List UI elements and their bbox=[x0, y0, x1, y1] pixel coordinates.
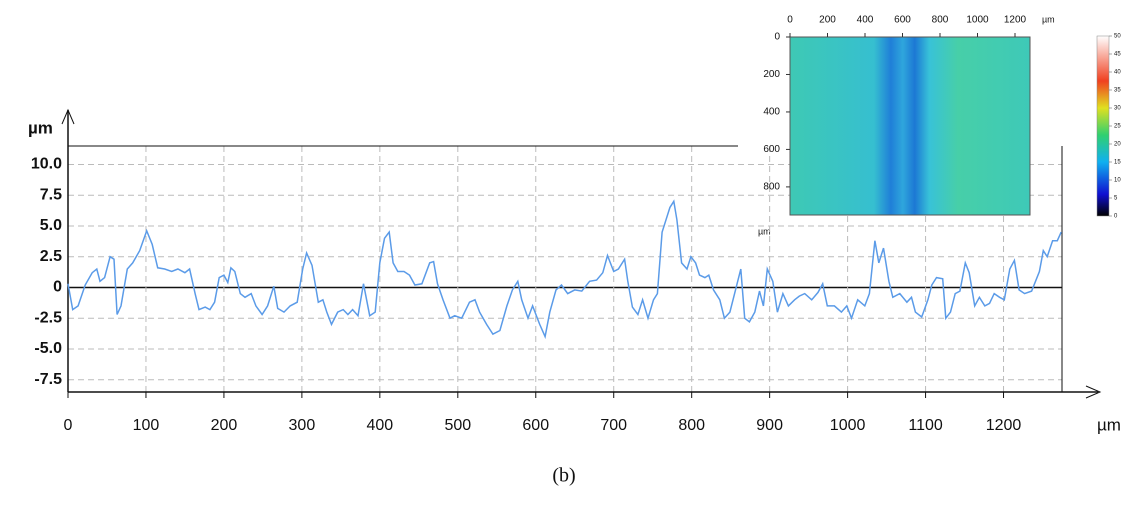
x-tick-label: 900 bbox=[756, 417, 783, 434]
profile-line bbox=[68, 201, 1061, 336]
inset-y-unit: µm bbox=[758, 226, 771, 236]
colorbar-tick-label: 20 bbox=[1114, 142, 1121, 148]
inset-y-tick-label: 800 bbox=[763, 182, 780, 193]
x-tick-label: 500 bbox=[444, 417, 471, 434]
x-axis-label: µm bbox=[1097, 415, 1121, 434]
page: µm µm (b) µm µm -7.5 -5.0 -2.5 0 2.5 5.0 7.5 10… bbox=[0, 0, 1129, 506]
x-tick-label: 600 bbox=[522, 417, 549, 434]
inset-y-tick-label: 400 bbox=[763, 107, 780, 118]
x-tick-label: 400 bbox=[366, 417, 393, 434]
y-tick-label: 2.5 bbox=[40, 248, 62, 265]
inset-x-tick-label: 400 bbox=[857, 15, 874, 26]
x-tick-label: 1200 bbox=[986, 417, 1022, 434]
colorbar-tick-label: 10 bbox=[1114, 178, 1121, 184]
colorbar-tick-label: 45 bbox=[1114, 52, 1121, 58]
colorbar-tick-label: 15 bbox=[1114, 160, 1121, 166]
colorbar-tick-label: 50 bbox=[1114, 34, 1121, 40]
colorbar-tick-label: 30 bbox=[1114, 106, 1121, 112]
x-tick-label: 800 bbox=[678, 417, 705, 434]
y-tick-label: -7.5 bbox=[34, 371, 62, 388]
y-tick-label: 10.0 bbox=[31, 156, 62, 173]
colorbar bbox=[1097, 36, 1109, 216]
y-tick-label: 7.5 bbox=[40, 186, 62, 203]
x-tick-label: 300 bbox=[289, 417, 316, 434]
x-tick-label: 1000 bbox=[830, 417, 866, 434]
inset-x-tick-label: 200 bbox=[819, 15, 836, 26]
y-axis-label: µm bbox=[28, 118, 53, 137]
colorbar-tick-label: 40 bbox=[1114, 70, 1121, 76]
inset-x-tick-label: 0 bbox=[787, 15, 793, 26]
colorbar-tick-label: 35 bbox=[1114, 88, 1121, 94]
x-tick-label: 0 bbox=[64, 417, 73, 434]
x-tick-label: 700 bbox=[600, 417, 627, 434]
x-tick-label: 200 bbox=[211, 417, 238, 434]
x-tick-label: 1100 bbox=[908, 417, 943, 434]
x-tick-label: 100 bbox=[133, 417, 160, 434]
inset-y-tick-label: 600 bbox=[763, 144, 780, 155]
inset-x-tick-label: 1000 bbox=[966, 15, 989, 26]
inset-y-tick-label: 0 bbox=[774, 32, 780, 43]
inset-x-tick-label: 600 bbox=[894, 15, 911, 26]
chart: µm µm (b) µm µm -7.5 -5.0 -2.5 0 2.5 5.0 7.5 10… bbox=[0, 0, 1129, 501]
y-tick-label: -5.0 bbox=[34, 340, 62, 357]
caption: (b) bbox=[552, 465, 575, 487]
inset-x-tick-label: 800 bbox=[932, 15, 949, 26]
y-tick-label: 0 bbox=[53, 279, 62, 296]
inset-x-unit: µm bbox=[1042, 14, 1055, 24]
colorbar-tick-label: 5 bbox=[1114, 196, 1118, 202]
heatmap-image bbox=[790, 37, 1030, 215]
inset-y-tick-label: 200 bbox=[763, 69, 780, 80]
colorbar-tick-label: 25 bbox=[1114, 124, 1121, 130]
colorbar-tick-label: 0 bbox=[1114, 214, 1118, 220]
y-tick-label: -2.5 bbox=[34, 309, 62, 326]
inset-x-tick-label: 1200 bbox=[1004, 15, 1027, 26]
y-tick-label: 5.0 bbox=[40, 217, 62, 234]
